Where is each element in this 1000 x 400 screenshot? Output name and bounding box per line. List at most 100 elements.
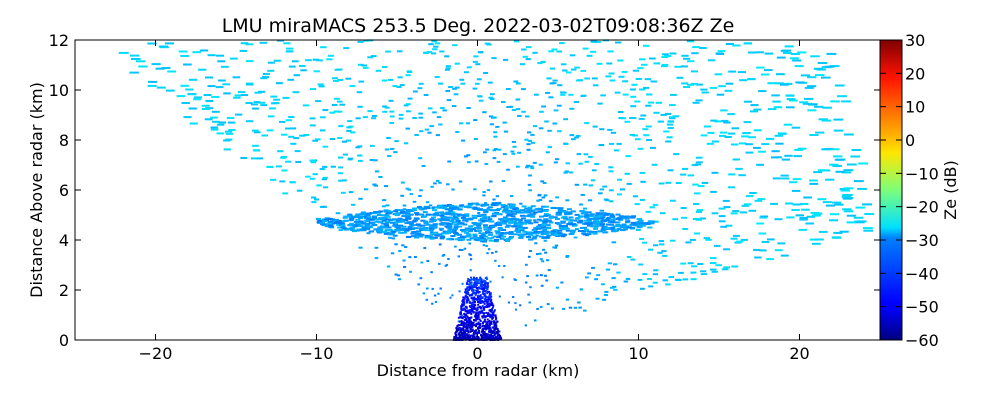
echo-mark bbox=[471, 289, 473, 292]
echo-mark bbox=[473, 119, 478, 122]
echo-mark bbox=[616, 271, 621, 274]
echo-mark bbox=[431, 302, 434, 305]
echo-mark bbox=[273, 98, 280, 101]
echo-mark bbox=[750, 110, 758, 113]
echo-mark bbox=[499, 336, 502, 339]
echo-mark bbox=[493, 314, 496, 317]
echo-mark bbox=[833, 231, 843, 234]
echo-mark bbox=[742, 132, 750, 135]
echo-mark bbox=[315, 217, 321, 220]
echo-mark bbox=[699, 47, 707, 49]
echo-mark bbox=[118, 51, 129, 54]
echo-mark bbox=[458, 326, 461, 329]
echo-mark bbox=[466, 316, 469, 319]
echo-mark bbox=[687, 174, 694, 177]
echo-mark bbox=[732, 210, 740, 213]
echo-mark bbox=[486, 333, 489, 336]
echo-mark bbox=[592, 232, 598, 235]
echo-mark bbox=[462, 298, 465, 301]
echo-mark bbox=[471, 285, 474, 288]
echo-mark bbox=[544, 274, 547, 277]
echo-mark bbox=[533, 219, 537, 222]
echo-mark bbox=[789, 57, 799, 60]
echo-mark bbox=[560, 220, 566, 223]
echo-mark bbox=[682, 228, 689, 230]
echo-mark bbox=[798, 228, 807, 231]
echo-mark bbox=[630, 105, 637, 108]
echo-mark bbox=[475, 283, 478, 286]
echo-mark bbox=[462, 327, 465, 329]
echo-mark bbox=[493, 324, 496, 327]
echo-mark bbox=[617, 193, 622, 196]
echo-mark bbox=[825, 178, 835, 181]
echo-mark bbox=[598, 217, 604, 220]
echo-mark bbox=[228, 129, 236, 131]
echo-mark bbox=[460, 327, 463, 330]
echo-mark bbox=[439, 214, 445, 217]
echo-mark bbox=[427, 131, 432, 134]
echo-mark bbox=[285, 119, 292, 122]
echo-mark bbox=[462, 337, 465, 340]
echo-mark bbox=[488, 290, 491, 293]
echo-mark bbox=[462, 328, 465, 331]
colorbar-tick-label: −60 bbox=[905, 331, 939, 350]
echo-mark bbox=[797, 51, 807, 54]
echo-mark bbox=[396, 86, 402, 88]
echo-mark bbox=[463, 205, 469, 208]
echo-mark bbox=[156, 86, 166, 89]
echo-mark bbox=[542, 228, 548, 231]
echo-mark bbox=[367, 56, 374, 59]
echo-mark bbox=[465, 314, 468, 317]
echo-mark bbox=[637, 278, 643, 281]
echo-mark bbox=[493, 240, 499, 243]
echo-mark bbox=[369, 230, 375, 233]
echo-mark bbox=[850, 155, 861, 158]
echo-mark bbox=[487, 324, 490, 327]
echo-mark bbox=[514, 230, 520, 233]
echo-mark bbox=[528, 238, 534, 241]
echo-mark bbox=[401, 215, 407, 218]
echo-mark bbox=[164, 42, 174, 45]
echo-mark bbox=[632, 69, 640, 72]
echo-mark bbox=[721, 268, 729, 271]
echo-mark bbox=[624, 217, 630, 220]
echo-mark bbox=[401, 225, 407, 228]
echo-mark bbox=[476, 300, 479, 303]
echo-mark bbox=[437, 211, 443, 214]
echo-mark bbox=[435, 134, 440, 137]
echo-mark bbox=[491, 236, 495, 239]
echo-mark bbox=[653, 244, 659, 247]
echo-mark bbox=[478, 324, 481, 327]
echo-mark bbox=[481, 311, 484, 314]
echo-mark bbox=[522, 226, 528, 229]
echo-mark bbox=[267, 115, 275, 118]
echo-mark bbox=[600, 228, 606, 231]
echo-mark bbox=[303, 133, 310, 136]
echo-mark bbox=[680, 207, 687, 209]
echo-mark bbox=[408, 222, 414, 225]
echo-mark bbox=[310, 196, 317, 199]
echo-mark bbox=[491, 251, 494, 254]
echo-mark bbox=[605, 212, 611, 215]
echo-mark bbox=[492, 198, 496, 201]
echo-mark bbox=[460, 320, 463, 323]
echo-mark bbox=[460, 307, 463, 310]
echo-mark bbox=[433, 214, 438, 217]
echo-mark bbox=[479, 307, 482, 310]
echo-mark bbox=[655, 101, 663, 104]
echo-mark bbox=[462, 332, 465, 335]
echo-mark bbox=[615, 213, 621, 216]
echo-mark bbox=[312, 173, 318, 176]
echo-mark bbox=[451, 217, 457, 220]
echo-mark bbox=[600, 94, 606, 97]
echo-mark bbox=[477, 278, 480, 281]
echo-mark bbox=[398, 117, 404, 120]
echo-mark bbox=[538, 235, 544, 238]
echo-mark bbox=[466, 154, 471, 157]
echo-mark bbox=[375, 69, 382, 72]
echo-mark bbox=[799, 218, 808, 221]
echo-mark bbox=[495, 195, 499, 198]
echo-mark bbox=[774, 82, 784, 85]
echo-mark bbox=[493, 334, 496, 337]
